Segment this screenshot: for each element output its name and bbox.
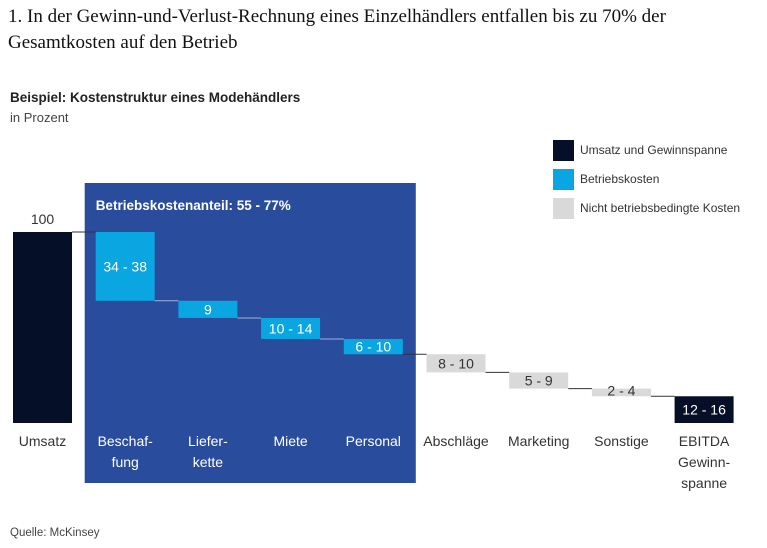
unit-label: in Prozent xyxy=(10,110,69,125)
legend-swatch-revenue xyxy=(553,140,574,161)
category-label: Marketing xyxy=(508,433,569,449)
source-note: Quelle: McKinsey xyxy=(10,527,100,539)
category-label: spanne xyxy=(681,475,727,491)
category-label: EBITDA xyxy=(679,433,730,449)
chart-title: 1. In der Gewinn-und-Verlust-Rechnung ei… xyxy=(8,6,666,53)
data-label: 2 - 4 xyxy=(607,382,635,398)
data-label: 9 xyxy=(204,301,212,317)
bar-ebitda-gewinnspanne xyxy=(674,396,734,423)
category-label: fung xyxy=(112,454,139,470)
data-label: 10 - 14 xyxy=(269,320,313,336)
legend-swatch-non-operating xyxy=(553,198,574,219)
bar-marketing xyxy=(509,372,569,389)
category-label: Liefer- xyxy=(188,433,228,449)
legend-label: Nicht betriebsbedingte Kosten xyxy=(580,201,741,215)
bar-miete xyxy=(261,317,321,339)
bar-beschaffung xyxy=(95,232,155,301)
category-label: Umsatz xyxy=(19,433,66,449)
bar-abschläge xyxy=(426,354,486,373)
bar-umsatz xyxy=(13,232,72,423)
data-label: 34 - 38 xyxy=(103,258,147,274)
data-label: 8 - 10 xyxy=(438,355,474,371)
bar-sonstige xyxy=(591,388,651,397)
category-label: kette xyxy=(193,454,224,470)
data-label: 5 - 9 xyxy=(525,373,553,389)
bar-personal xyxy=(343,338,403,355)
legend-label: Umsatz und Gewinnspanne xyxy=(580,143,728,157)
category-label: Miete xyxy=(273,433,307,449)
bar-lieferkette xyxy=(178,300,238,318)
legend-label: Betriebskosten xyxy=(580,172,660,186)
legend-swatch-operating xyxy=(553,169,574,190)
category-label: Sonstige xyxy=(594,433,649,449)
category-label: Gewinn- xyxy=(678,454,730,470)
category-label: Beschaf- xyxy=(98,433,154,449)
category-label: Abschläge xyxy=(423,433,489,449)
data-label: 12 - 16 xyxy=(682,402,726,418)
data-label: 100 xyxy=(31,211,55,227)
category-label: Personal xyxy=(346,433,401,449)
data-label: 6 - 10 xyxy=(355,339,391,355)
chart-subtitle: Beispiel: Kostenstruktur eines Modehändl… xyxy=(10,90,301,105)
highlight-label: Betriebskostenanteil: 55 - 77% xyxy=(96,198,291,213)
